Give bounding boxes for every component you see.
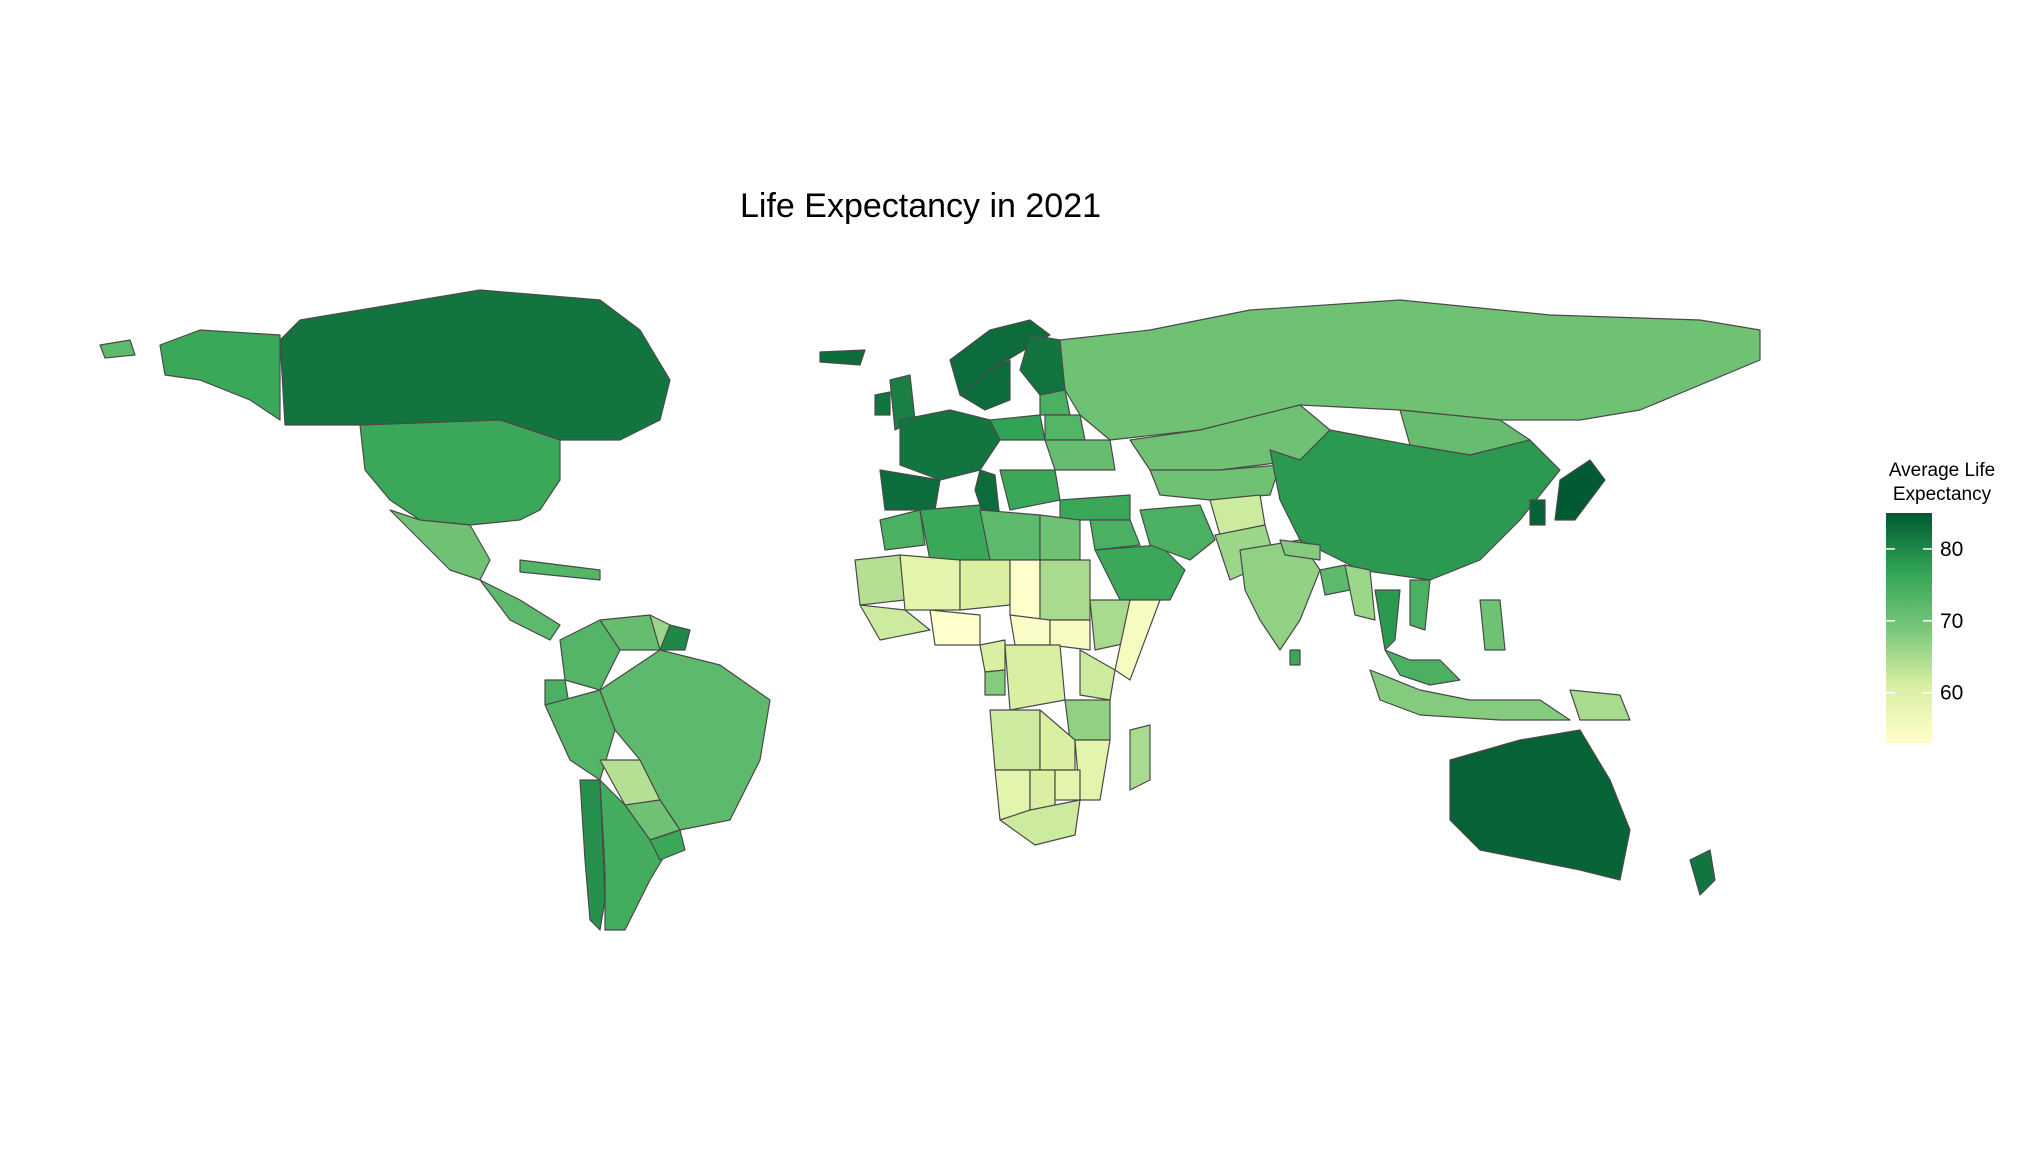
region-alaska-united-states (159, 329, 281, 421)
region-colombia (559, 619, 621, 691)
region-sweden (959, 359, 1011, 411)
region-japan (1554, 459, 1606, 521)
region-niger (959, 559, 1011, 611)
region-myanmar (1344, 564, 1376, 621)
region-somalia (1114, 599, 1161, 681)
legend-tick-label: 80 (1940, 538, 1963, 561)
region-belarus (1044, 414, 1086, 441)
legend-title-line-2: Expectancy (1893, 484, 1992, 505)
region-gabon (984, 669, 1006, 696)
region-new-zealand (1689, 849, 1716, 896)
legend-color-bar (1886, 513, 1932, 743)
region-philippines (1479, 599, 1506, 651)
region-iceland (819, 349, 866, 366)
region-madagascar (1129, 724, 1151, 791)
region-malaysia (1384, 649, 1461, 686)
region-cuba (519, 559, 601, 581)
region-mauritania (854, 554, 906, 606)
region-mexico (389, 509, 491, 581)
region-nepal (1279, 539, 1321, 561)
region-central-america (479, 579, 561, 641)
region-algeria (919, 504, 991, 561)
region-indonesia (1369, 669, 1571, 721)
region-cameroon (979, 639, 1006, 673)
region-central-asia (1149, 464, 1281, 501)
color-legend: Average Life Expectancy 60 70 80 (1886, 460, 1995, 743)
region-congo-basin (1004, 644, 1066, 711)
region-baltics (1039, 389, 1071, 416)
chart-title: Life Expectancy in 2021 (740, 187, 1101, 225)
region-peru (544, 689, 616, 781)
region-french-guiana (659, 624, 691, 651)
region-russia (1059, 299, 1761, 441)
region-ukraine (1044, 439, 1116, 471)
region-tanzania (1064, 699, 1111, 741)
region-morocco (879, 509, 926, 551)
legend-ticks: 60 70 80 (1886, 538, 1963, 705)
region-botswana (1029, 769, 1056, 811)
world-map (99, 289, 1761, 931)
region-vietnam (1409, 579, 1431, 631)
region-south-africa (999, 799, 1081, 846)
region-chad (1009, 559, 1041, 621)
legend-tick-label: 60 (1940, 682, 1963, 705)
region-south-korea (1529, 499, 1546, 526)
region-western-europe (899, 409, 1001, 481)
region-egypt (1039, 514, 1081, 561)
legend-tick-label: 70 (1940, 610, 1963, 633)
region-ireland (874, 391, 891, 416)
region-zimbabwe (1054, 769, 1081, 801)
region-australia (1449, 729, 1631, 881)
region-poland (989, 414, 1046, 441)
region-mali (899, 554, 961, 611)
region-saudi-arabia (1094, 544, 1186, 601)
region-canada (279, 289, 671, 441)
region-papua-new-guinea (1569, 689, 1631, 721)
region-libya (979, 509, 1041, 561)
region-brazil (599, 649, 771, 831)
region-central-african-republic (1009, 614, 1051, 646)
region-angola (989, 709, 1041, 771)
region-turkey (1059, 494, 1131, 521)
region-kenya (1079, 649, 1116, 701)
legend-title-line-1: Average Life (1889, 460, 1995, 481)
region-west-africa (859, 604, 931, 641)
region-balkans (999, 469, 1061, 511)
region-uruguay (649, 829, 686, 861)
region-nigeria (929, 609, 981, 646)
region-argentina (599, 779, 681, 931)
region-greenland (99, 339, 136, 359)
region-thailand (1374, 589, 1401, 651)
region-united-states (359, 419, 561, 526)
region-south-sudan (1049, 619, 1091, 651)
region-sudan (1039, 559, 1091, 621)
region-middle-east (1089, 519, 1141, 551)
region-sri-lanka (1289, 649, 1301, 666)
region-iran (1139, 504, 1216, 561)
